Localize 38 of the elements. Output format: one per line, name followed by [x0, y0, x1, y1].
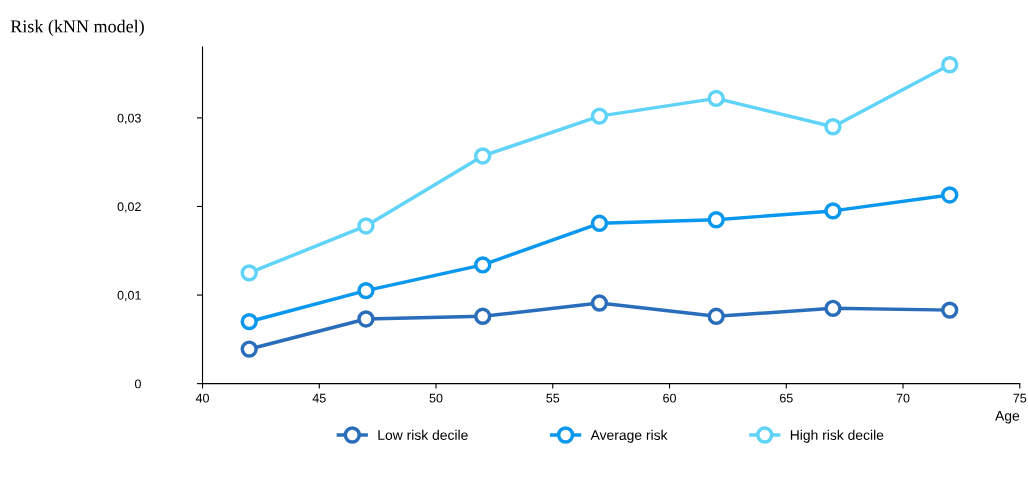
point	[707, 307, 725, 325]
x-tick-label: 55	[546, 393, 560, 403]
legend-label: Low risk decile	[378, 429, 468, 440]
legend-label: High risk decile	[790, 429, 884, 443]
point	[474, 307, 492, 325]
point	[824, 299, 842, 318]
x-tick-label: 40	[195, 393, 209, 403]
x-tick-label: 75	[1013, 393, 1027, 403]
chart-title: Risk (kNN model)	[10, 19, 144, 37]
point	[590, 107, 609, 125]
point	[357, 281, 375, 300]
point	[824, 118, 842, 136]
point	[941, 56, 959, 74]
point	[357, 217, 375, 235]
y-tick-label: 0,02	[117, 202, 141, 213]
y-tick-label: 0	[134, 379, 141, 389]
point	[240, 340, 258, 358]
x-tick-label: 70	[896, 393, 910, 403]
point	[941, 301, 959, 319]
x-tick-label: 60	[663, 393, 676, 403]
y-tick-label: 0,03	[117, 113, 141, 125]
point	[707, 211, 725, 229]
legend-label: Average risk	[590, 429, 668, 443]
point	[240, 264, 258, 282]
x-tick-label: 65	[779, 393, 793, 403]
x-axis-title: Age	[995, 411, 1020, 424]
point	[707, 89, 725, 108]
point	[357, 310, 375, 328]
x-tick-label: 50	[429, 393, 443, 403]
point	[941, 186, 959, 204]
point	[474, 256, 492, 274]
y-tick-label: 0,01	[117, 290, 141, 302]
point	[474, 147, 492, 165]
x-tick-label: 45	[312, 393, 326, 403]
point	[590, 294, 609, 312]
point	[590, 214, 609, 232]
point	[824, 202, 842, 220]
point	[240, 312, 258, 331]
